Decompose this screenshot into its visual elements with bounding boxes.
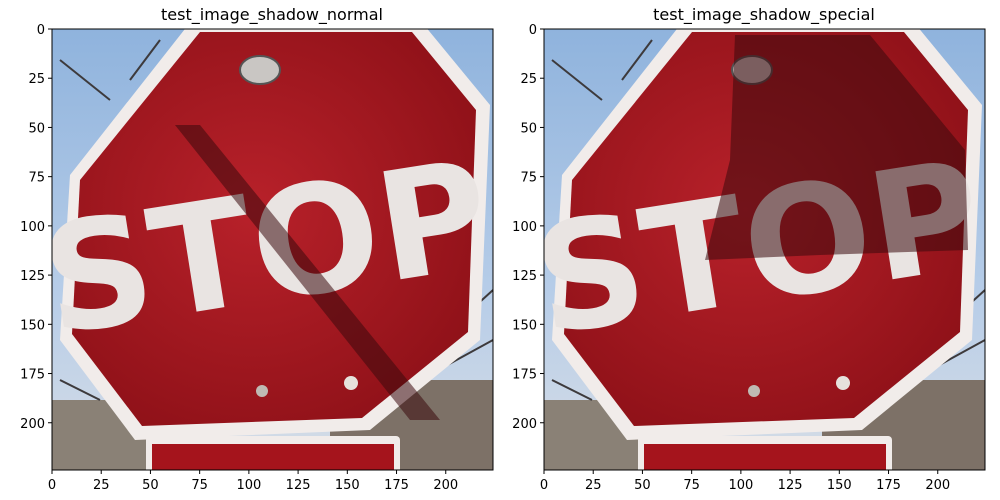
right-y-tick-label: 200 bbox=[512, 417, 537, 432]
right-x-tick-label: 100 bbox=[728, 478, 753, 493]
left-x-tick-label: 200 bbox=[433, 478, 458, 493]
right-y-tick-label: 75 bbox=[520, 171, 537, 186]
left-y-tick-label: 200 bbox=[20, 417, 45, 432]
left-y-tick-label: 100 bbox=[20, 220, 45, 235]
left-x-tick-label: 25 bbox=[93, 478, 110, 493]
right-y-tick-label: 175 bbox=[512, 368, 537, 383]
left-y-tick-label: 0 bbox=[37, 23, 45, 38]
right-x-tick-label: 50 bbox=[634, 478, 651, 493]
left-x-tick-label: 150 bbox=[335, 478, 360, 493]
left-x-tick-label: 125 bbox=[286, 478, 311, 493]
right-x-tick-label: 125 bbox=[778, 478, 803, 493]
left-x-tick-label: 175 bbox=[384, 478, 409, 493]
right-y-tick-label: 125 bbox=[512, 269, 537, 284]
left-x-tick-label: 75 bbox=[191, 478, 208, 493]
image-left: STOP bbox=[52, 29, 493, 470]
left-y-tick-label: 125 bbox=[20, 269, 45, 284]
right-y-tick-label: 0 bbox=[529, 23, 537, 38]
right-y-tick-label: 50 bbox=[520, 121, 537, 136]
right-x-tick-label: 25 bbox=[585, 478, 602, 493]
left-y-tick-label: 25 bbox=[28, 72, 45, 87]
left-y-tick-label: 75 bbox=[28, 171, 45, 186]
right-x-tick-label: 0 bbox=[540, 478, 548, 493]
left-x-tick-label: 50 bbox=[142, 478, 159, 493]
left-y-tick-label: 175 bbox=[20, 368, 45, 383]
left-y-tick-label: 150 bbox=[20, 318, 45, 333]
right-x-tick-label: 75 bbox=[683, 478, 700, 493]
right-y-tick-label: 25 bbox=[520, 72, 537, 87]
right-x-tick-label: 175 bbox=[876, 478, 901, 493]
left-y-tick-label: 50 bbox=[28, 121, 45, 136]
right-x-tick-label: 200 bbox=[925, 478, 950, 493]
image-right: STOP bbox=[544, 29, 985, 470]
right-y-tick-label: 100 bbox=[512, 220, 537, 235]
left-x-tick-label: 0 bbox=[48, 478, 56, 493]
panel-left: test_image_shadow_normal STOP 0 25 50 75 100… bbox=[20, 5, 494, 493]
left-x-tick-label: 100 bbox=[236, 478, 261, 493]
panel-right-title: test_image_shadow_special bbox=[653, 5, 875, 25]
panel-left-title: test_image_shadow_normal bbox=[161, 5, 383, 25]
panel-right: test_image_shadow_special STOP 0 25 50 75 10… bbox=[512, 5, 986, 493]
right-y-tick-label: 150 bbox=[512, 318, 537, 333]
right-x-tick-label: 150 bbox=[827, 478, 852, 493]
